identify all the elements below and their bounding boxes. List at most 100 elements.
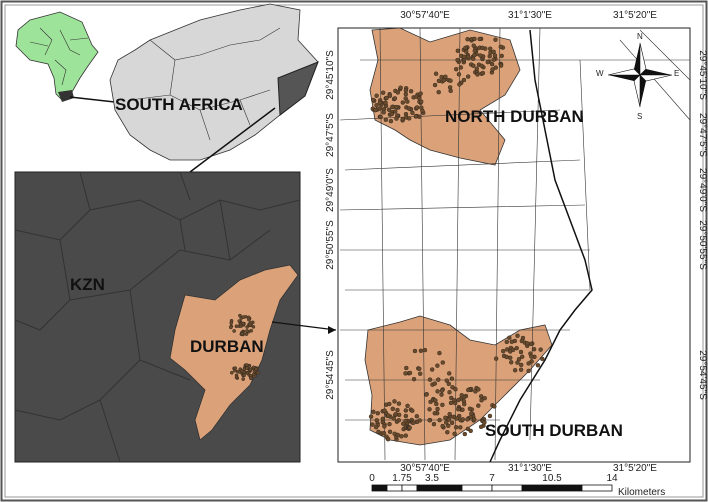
point <box>472 417 477 422</box>
scale-segment <box>416 484 433 492</box>
point <box>499 53 504 59</box>
point <box>540 356 545 362</box>
point <box>251 372 256 377</box>
point <box>406 106 412 111</box>
scale-segment <box>491 484 523 492</box>
point <box>519 338 525 344</box>
point <box>436 78 442 84</box>
point <box>504 354 509 360</box>
point <box>374 93 379 98</box>
point <box>410 110 415 116</box>
point <box>417 366 422 372</box>
point <box>462 431 468 437</box>
point <box>479 63 484 68</box>
point <box>447 371 452 376</box>
point <box>468 414 474 420</box>
point <box>376 429 381 435</box>
point <box>434 401 439 407</box>
point <box>478 424 484 430</box>
compass: N S E W <box>596 32 679 121</box>
point <box>394 116 399 121</box>
point <box>403 433 408 438</box>
point <box>229 325 233 330</box>
point <box>510 347 516 353</box>
point <box>482 396 487 401</box>
point <box>471 63 476 68</box>
scale-segment <box>551 484 583 492</box>
compass-n: N <box>637 32 643 41</box>
bottom-axis-label: 31°1'30"E <box>508 463 552 474</box>
point <box>404 365 409 371</box>
point <box>457 82 462 87</box>
point <box>380 90 386 95</box>
point <box>456 72 462 77</box>
point <box>403 413 409 419</box>
point <box>392 399 397 404</box>
scale-label: 14 <box>606 473 618 484</box>
compass-w: W <box>596 69 604 78</box>
point <box>389 111 395 117</box>
point <box>529 354 534 359</box>
scale-label: 7 <box>489 473 495 484</box>
point <box>435 389 440 394</box>
point <box>422 347 428 353</box>
point <box>440 423 445 429</box>
point <box>371 409 376 415</box>
point <box>432 381 437 386</box>
point <box>368 414 374 419</box>
point <box>498 63 504 68</box>
point <box>440 402 445 408</box>
point <box>400 116 405 122</box>
point <box>448 78 453 83</box>
point <box>398 85 403 90</box>
scale-unit: Kilometers <box>618 487 665 498</box>
point <box>446 417 452 422</box>
point <box>244 332 249 336</box>
point <box>390 406 395 412</box>
point <box>461 54 467 59</box>
point <box>466 387 471 393</box>
point <box>386 107 392 112</box>
durban-map <box>169 264 299 441</box>
point <box>525 341 530 346</box>
point <box>418 91 423 96</box>
point <box>241 377 245 381</box>
ward-boundaries <box>339 27 691 461</box>
point <box>459 393 464 398</box>
point <box>507 335 512 340</box>
point <box>240 331 245 336</box>
point <box>410 408 415 413</box>
point <box>447 411 452 417</box>
point <box>493 65 498 70</box>
point <box>465 417 470 422</box>
point <box>232 329 236 333</box>
point <box>406 116 412 121</box>
point <box>391 416 396 421</box>
point <box>455 48 461 53</box>
point <box>449 376 455 381</box>
pointer-arrow <box>328 326 336 334</box>
scale-segment <box>386 484 403 492</box>
point <box>519 354 525 359</box>
point <box>383 117 389 122</box>
point <box>452 400 458 406</box>
point <box>436 377 441 382</box>
point <box>501 348 506 354</box>
point <box>487 413 493 419</box>
south-africa-highlight <box>58 90 74 102</box>
point <box>251 325 256 329</box>
point <box>407 425 412 430</box>
point <box>461 77 467 83</box>
point <box>383 100 388 106</box>
point <box>487 54 492 59</box>
point <box>482 420 487 425</box>
point <box>437 417 442 423</box>
point <box>378 114 383 120</box>
point <box>465 37 470 42</box>
point <box>392 431 397 436</box>
point <box>471 56 476 61</box>
point <box>419 99 424 104</box>
point <box>237 319 242 323</box>
point <box>395 407 400 413</box>
point <box>238 313 242 318</box>
